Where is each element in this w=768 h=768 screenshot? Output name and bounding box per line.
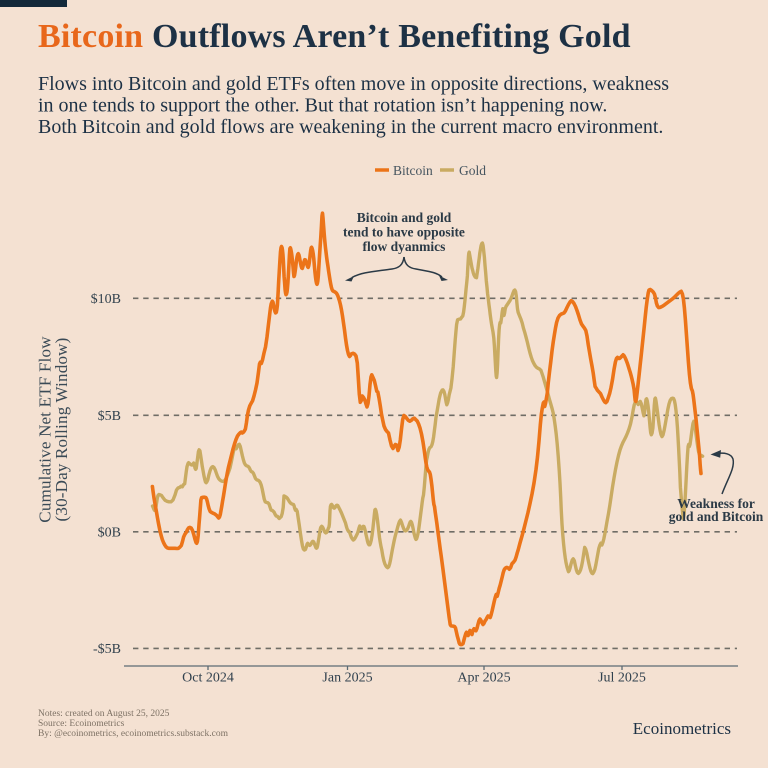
svg-text:Cumulative Net ETF Flow: Cumulative Net ETF Flow: [36, 336, 55, 523]
svg-text:$5B: $5B: [98, 409, 121, 424]
svg-text:Notes: created on August 25, 2: Notes: created on August 25, 2025: [38, 709, 170, 719]
svg-text:$0B: $0B: [98, 525, 121, 540]
svg-text:By: @ecoinometrics, ecoinometr: By: @ecoinometrics, ecoinometrics.substa…: [38, 729, 229, 739]
svg-text:Bitcoin and gold: Bitcoin and gold: [357, 210, 452, 225]
svg-text:Apr 2025: Apr 2025: [457, 671, 510, 686]
svg-text:Flows into Bitcoin and gold ET: Flows into Bitcoin and gold ETFs often m…: [38, 73, 669, 95]
svg-text:Bitcoin Outflows Aren’t Benefi: Bitcoin Outflows Aren’t Benefiting Gold: [38, 18, 631, 55]
svg-text:Both Bitcoin and gold flows ar: Both Bitcoin and gold flows are weakenin…: [38, 116, 663, 138]
svg-text:in one tends to support the ot: in one tends to support the other. But t…: [38, 95, 607, 117]
svg-text:Ecoinometrics: Ecoinometrics: [633, 719, 731, 738]
svg-text:gold and Bitcoin: gold and Bitcoin: [669, 509, 764, 524]
svg-text:Gold: Gold: [459, 163, 486, 178]
svg-text:Oct 2024: Oct 2024: [182, 671, 234, 686]
svg-text:Source: Ecoinometrics: Source: Ecoinometrics: [38, 719, 125, 729]
svg-text:-$5B: -$5B: [93, 642, 121, 657]
svg-text:Jan 2025: Jan 2025: [322, 671, 372, 686]
svg-text:$10B: $10B: [91, 292, 121, 307]
svg-text:Weakness for: Weakness for: [677, 496, 755, 511]
svg-text:Jul 2025: Jul 2025: [598, 671, 646, 686]
svg-text:(30-Day Rolling Window): (30-Day Rolling Window): [52, 338, 71, 522]
svg-text:Bitcoin: Bitcoin: [393, 163, 433, 178]
svg-text:flow dyanmics: flow dyanmics: [363, 239, 446, 254]
svg-text:tend to have opposite: tend to have opposite: [343, 225, 465, 240]
